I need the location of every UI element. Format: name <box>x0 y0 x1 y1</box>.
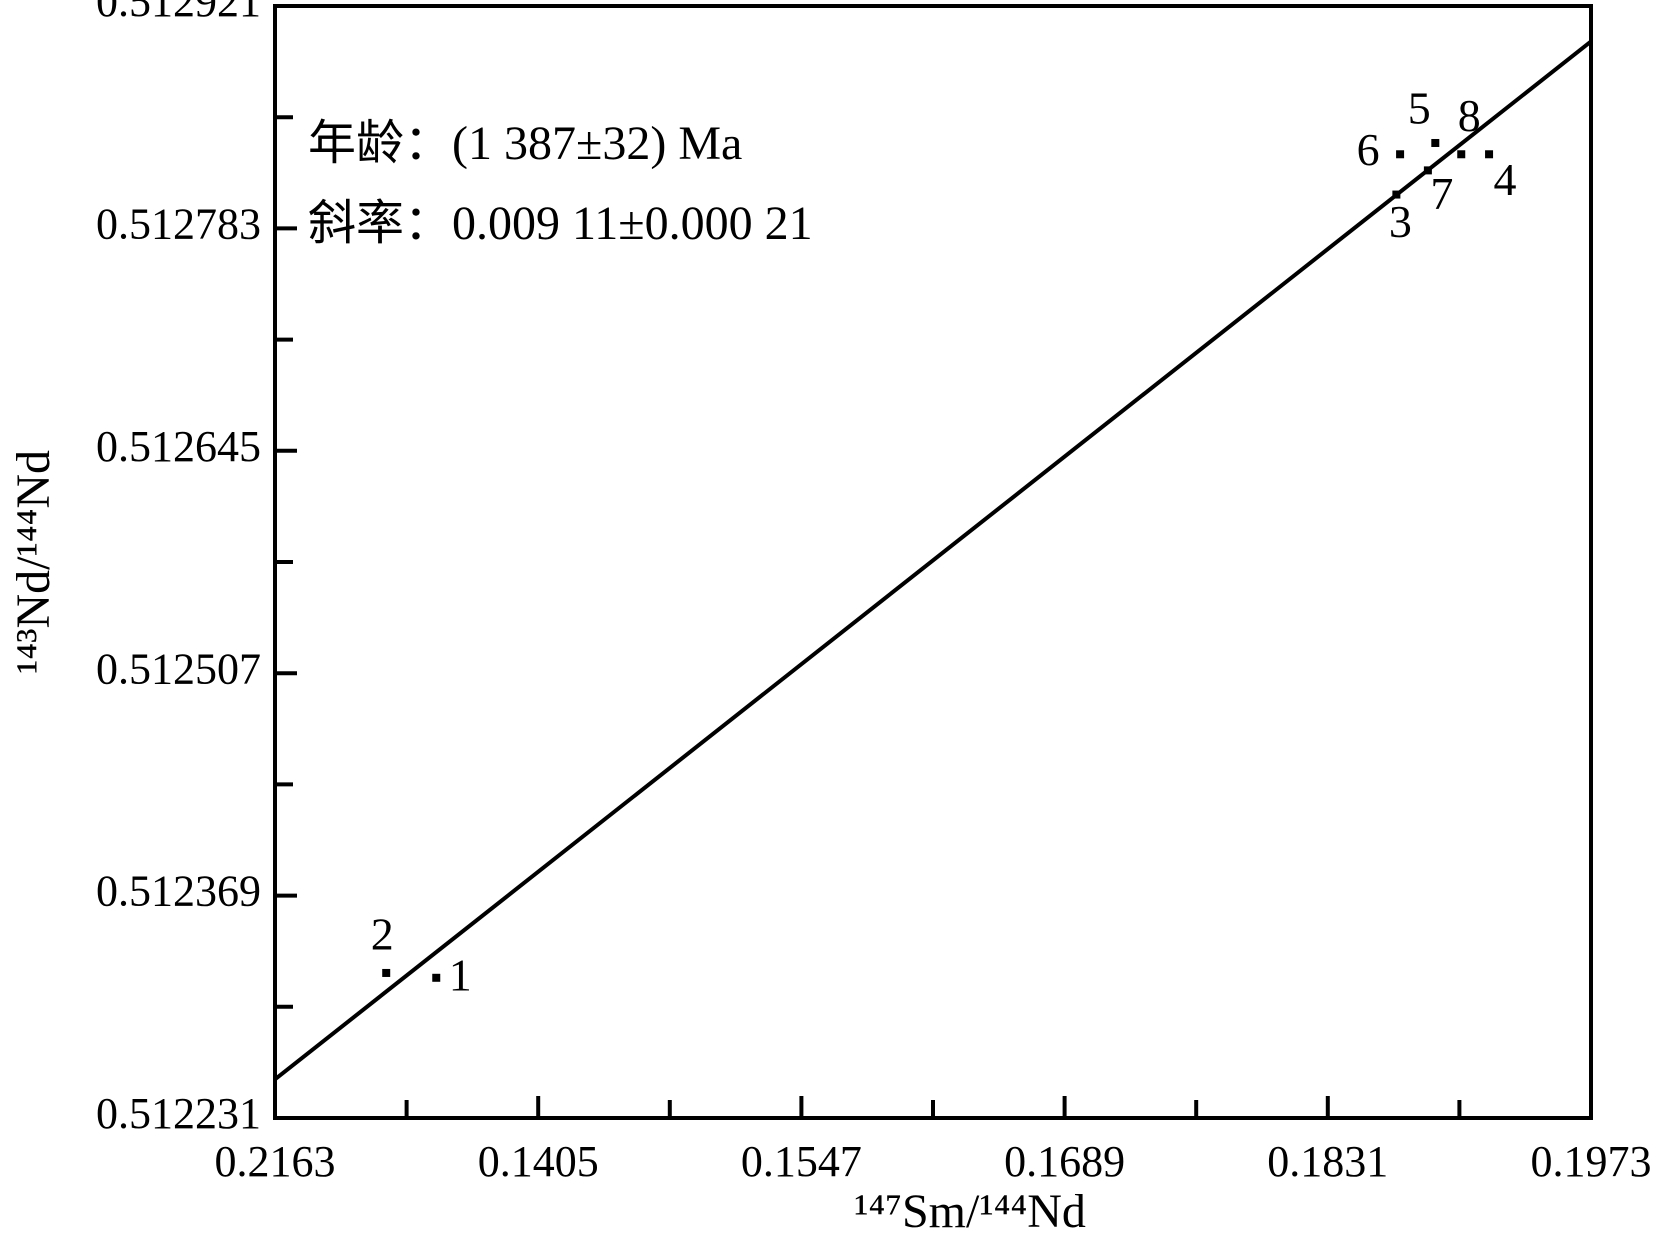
data-point <box>1457 150 1466 159</box>
x-tick-label: 0.1831 <box>1267 1137 1388 1186</box>
data-point <box>382 968 391 977</box>
y-tick-label: 0.512645 <box>96 422 261 471</box>
isochron-line <box>273 39 1593 1081</box>
annotation: 斜率：0.009 11±0.000 21 <box>308 197 813 250</box>
x-tick-label: 0.1973 <box>1531 1137 1652 1186</box>
annotation: 年龄：(1 387±32) Ma <box>308 117 742 170</box>
data-point <box>1485 150 1494 159</box>
x-axis-label: ¹⁴⁷Sm/¹⁴⁴Nd <box>854 1185 1086 1238</box>
point-label: 8 <box>1458 90 1481 141</box>
point-label: 6 <box>1357 124 1380 175</box>
data-point <box>1423 166 1432 175</box>
x-tick-label: 0.2163 <box>215 1137 336 1186</box>
point-label: 5 <box>1408 83 1431 134</box>
y-tick-label: 0.512369 <box>96 867 261 916</box>
point-label: 2 <box>371 909 394 960</box>
point-label: 1 <box>449 949 472 1000</box>
point-label: 7 <box>1430 168 1453 219</box>
point-label: 3 <box>1389 196 1412 247</box>
x-tick-label: 0.1405 <box>478 1137 599 1186</box>
data-point <box>1392 190 1401 199</box>
y-tick-label: 0.512783 <box>96 199 261 248</box>
y-tick-label: 0.512507 <box>96 644 261 693</box>
y-tick-label: 0.512921 <box>96 0 261 26</box>
data-point <box>1396 150 1405 159</box>
x-tick-label: 0.1547 <box>741 1137 862 1186</box>
data-point <box>432 973 441 982</box>
y-tick-label: 0.512231 <box>96 1089 261 1138</box>
point-label: 4 <box>1494 154 1517 205</box>
data-point <box>1431 138 1440 147</box>
x-tick-label: 0.1689 <box>1004 1137 1125 1186</box>
y-axis-label: ¹⁴³Nd/¹⁴⁴Nd <box>7 450 60 674</box>
